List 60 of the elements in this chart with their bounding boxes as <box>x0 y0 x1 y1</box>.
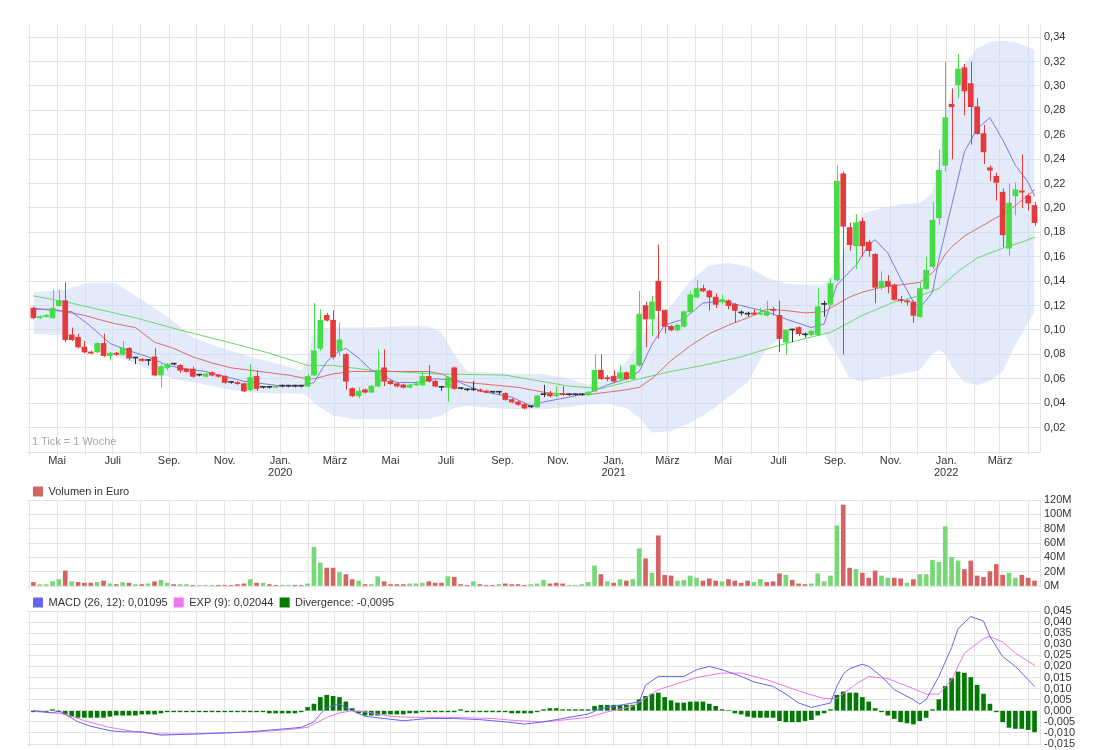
y-tick-label: 0,16 <box>1044 249 1066 262</box>
x-tick-label: Sep. <box>823 454 847 467</box>
y-tick-label: 0,10 <box>1044 323 1066 336</box>
x-tick-label: März <box>322 454 348 467</box>
x-tick-label: Nov. <box>879 454 902 467</box>
y-tick-label: 0,22 <box>1044 176 1066 189</box>
x-tick-label: Sep. <box>157 454 181 467</box>
y-tick-label: 0,34 <box>1044 30 1066 43</box>
x-tick-label: Juli <box>104 454 121 467</box>
annotation: 1 Tick = 1 Woche <box>32 435 117 447</box>
x-tick-label: Mai <box>714 454 732 467</box>
y-tick-label: 0,20 <box>1044 201 1066 214</box>
y-tick-label: 0,02 <box>1044 420 1066 433</box>
x-tick-label: Jan. 2022 <box>933 454 959 479</box>
y-tick-label: 120M <box>1044 493 1072 506</box>
x-tick-label: Nov. <box>547 454 569 467</box>
y-tick-label: 0,045 <box>1044 604 1072 617</box>
legend-label: Divergence: -0,0095 <box>295 595 395 608</box>
y-tick-label: 0,32 <box>1044 54 1066 67</box>
y-tick-label: 0,14 <box>1044 274 1066 287</box>
y-tick-label: 0,035 <box>1044 626 1072 639</box>
y-tick-label: 0,28 <box>1044 103 1066 116</box>
y-tick-label: 0,020 <box>1044 659 1072 672</box>
y-tick-label: 80M <box>1044 521 1066 534</box>
y-tick-label: 0,24 <box>1044 152 1066 165</box>
x-tick-label: Juli <box>770 454 787 467</box>
y-tick-label: 0,010 <box>1044 681 1072 694</box>
y-tick-label: 0,06 <box>1044 371 1066 384</box>
y-tick-label: 20M <box>1044 564 1066 577</box>
x-tick-label: Jan. 2021 <box>601 454 626 479</box>
y-tick-label: 0,040 <box>1044 615 1072 628</box>
y-tick-label: 0,005 <box>1044 692 1072 705</box>
y-tick-label: 0,18 <box>1044 225 1066 238</box>
legend-label: Volumen in Euro <box>48 484 130 497</box>
x-tick-label: März <box>987 454 1013 467</box>
x-tick-label: Sep. <box>491 454 514 467</box>
y-tick-label: 0,025 <box>1044 648 1072 661</box>
y-tick-label: 0,12 <box>1044 298 1066 311</box>
y-tick-label: 0M <box>1044 579 1060 592</box>
y-tick-label: -0,015 <box>1044 737 1076 750</box>
x-tick-label: März <box>655 454 680 467</box>
y-tick-label: 100M <box>1044 507 1072 520</box>
legend-label: MACD (26, 12): 0,01095 <box>48 595 168 608</box>
x-tick-label: Mai <box>48 454 66 467</box>
y-tick-label: -0,005 <box>1044 714 1076 727</box>
x-tick-label: Juli <box>437 454 455 467</box>
x-tick-label: Jan. 2020 <box>268 454 293 479</box>
y-tick-label: 40M <box>1044 550 1066 563</box>
legend-label: EXP (9): 0,02044 <box>189 595 274 608</box>
x-tick-label: Nov. <box>213 454 236 467</box>
x-tick-label: Mai <box>381 454 400 467</box>
y-tick-label: 0,015 <box>1044 670 1072 683</box>
y-tick-label: 0,08 <box>1044 347 1066 360</box>
y-tick-label: 0,30 <box>1044 79 1066 92</box>
y-tick-label: 0,000 <box>1044 703 1072 716</box>
y-tick-label: 0,030 <box>1044 637 1072 650</box>
y-tick-label: 0,26 <box>1044 127 1066 140</box>
y-tick-label: 0,04 <box>1044 396 1066 409</box>
y-tick-label: -0,010 <box>1044 725 1076 738</box>
y-tick-label: 60M <box>1044 536 1066 549</box>
